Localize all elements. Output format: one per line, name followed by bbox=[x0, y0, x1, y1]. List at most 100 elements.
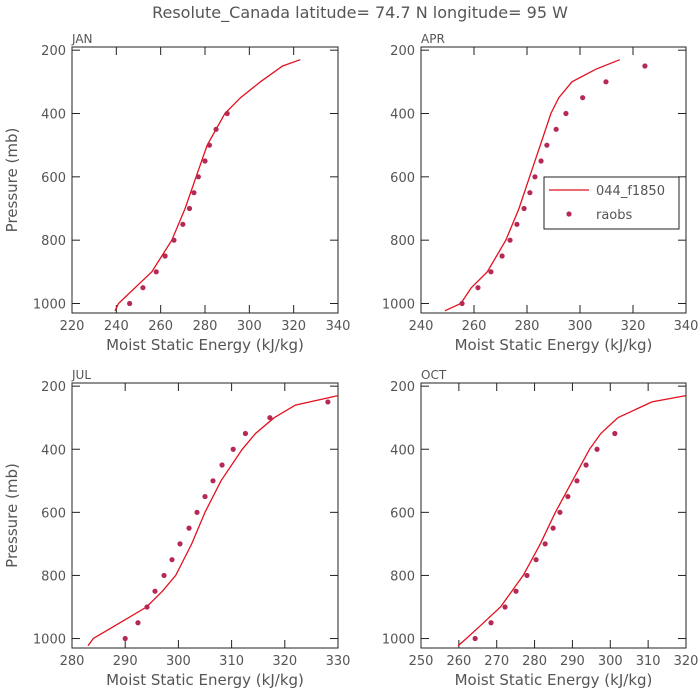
x-tick-label: 240 bbox=[104, 319, 129, 334]
obs-point bbox=[459, 300, 465, 307]
obs-point bbox=[230, 446, 236, 452]
obs-point bbox=[533, 557, 539, 563]
obs-point bbox=[594, 446, 600, 452]
x-tick-label: 260 bbox=[462, 319, 487, 334]
obs-point bbox=[153, 269, 159, 275]
obs-point bbox=[152, 588, 158, 594]
x-tick-label: 250 bbox=[409, 654, 434, 669]
obs-point bbox=[542, 541, 548, 547]
obs-point bbox=[135, 620, 141, 626]
y-tick-label: 1000 bbox=[382, 633, 415, 648]
y-tick-label: 1000 bbox=[33, 298, 66, 313]
x-axis-title: Moist Static Energy (kJ/kg) bbox=[455, 336, 653, 354]
obs-point bbox=[574, 478, 580, 484]
obs-point bbox=[527, 190, 533, 196]
x-tick-label: 220 bbox=[60, 319, 85, 334]
legend-label: 044_f1850 bbox=[596, 184, 665, 199]
obs-point bbox=[532, 174, 538, 180]
y-tick-label: 1000 bbox=[382, 298, 415, 313]
x-tick-label: 300 bbox=[166, 654, 191, 669]
obs-point bbox=[544, 142, 550, 148]
obs-point bbox=[502, 604, 508, 610]
y-tick-label: 600 bbox=[41, 171, 66, 186]
panel-label: JUL bbox=[71, 368, 91, 382]
plot-frame bbox=[71, 46, 339, 314]
model-line bbox=[114, 59, 301, 312]
obs-point bbox=[171, 237, 177, 243]
obs-point bbox=[642, 63, 648, 69]
obs-point bbox=[514, 221, 520, 227]
panel-label: OCT bbox=[421, 368, 447, 382]
model-line bbox=[87, 394, 339, 647]
obs-point bbox=[521, 205, 527, 212]
panel: JAN 220 240 260 280 300 320 340 200 400 600 800 1000… bbox=[3, 32, 350, 354]
legend-box bbox=[543, 176, 680, 230]
panel-label: APR bbox=[421, 32, 445, 46]
y-tick-label: 400 bbox=[390, 108, 415, 123]
obs-point bbox=[210, 478, 216, 484]
obs-point bbox=[524, 572, 530, 579]
y-tick-label: 600 bbox=[390, 171, 415, 186]
obs-point bbox=[219, 462, 225, 468]
legend-swatch bbox=[566, 211, 572, 217]
obs-point bbox=[538, 158, 544, 164]
x-tick-label: 280 bbox=[522, 654, 547, 669]
model-line bbox=[457, 394, 687, 647]
obs-point bbox=[267, 415, 273, 421]
x-axis-title: Moist Static Energy (kJ/kg) bbox=[106, 336, 304, 354]
obs-point bbox=[550, 525, 556, 531]
obs-point bbox=[488, 620, 494, 626]
obs-point bbox=[563, 110, 569, 117]
x-tick-label: 320 bbox=[272, 654, 297, 669]
obs-point bbox=[144, 604, 150, 610]
obs-point bbox=[195, 174, 201, 180]
x-tick-label: 280 bbox=[193, 319, 218, 334]
y-tick-label: 200 bbox=[390, 44, 415, 59]
x-tick-label: 310 bbox=[219, 654, 244, 669]
y-tick-label: 200 bbox=[390, 380, 415, 395]
x-tick-label: 310 bbox=[636, 654, 661, 669]
x-tick-label: 300 bbox=[598, 654, 623, 669]
y-tick-label: 600 bbox=[41, 506, 66, 521]
obs-point bbox=[507, 237, 513, 243]
obs-point bbox=[513, 588, 519, 594]
obs-point bbox=[162, 253, 168, 259]
x-tick-label: 240 bbox=[409, 319, 434, 334]
y-tick-label: 800 bbox=[41, 234, 66, 249]
obs-point bbox=[186, 525, 192, 531]
obs-point bbox=[169, 557, 175, 563]
obs-point bbox=[180, 221, 186, 227]
obs-point bbox=[177, 541, 183, 547]
x-tick-label: 320 bbox=[674, 654, 699, 669]
obs-point bbox=[127, 300, 133, 307]
x-tick-label: 260 bbox=[446, 654, 471, 669]
obs-point bbox=[565, 493, 571, 500]
y-tick-label: 800 bbox=[41, 569, 66, 584]
obs-point bbox=[194, 509, 200, 515]
x-tick-label: 340 bbox=[326, 319, 351, 334]
panel: JUL 280 290 300 310 320 330 200 400 600 800 1000 Moi… bbox=[3, 368, 350, 689]
obs-point bbox=[499, 253, 505, 259]
plot-frame bbox=[71, 382, 339, 649]
x-tick-label: 320 bbox=[281, 319, 306, 334]
obs-point bbox=[202, 493, 208, 500]
y-tick-label: 1000 bbox=[33, 633, 66, 648]
obs-point bbox=[580, 95, 586, 101]
panel-label: JAN bbox=[71, 32, 93, 46]
obs-point bbox=[557, 509, 563, 515]
legend-label: raobs bbox=[596, 208, 633, 223]
plot-frame bbox=[420, 46, 687, 314]
x-tick-label: 290 bbox=[560, 654, 585, 669]
y-tick-label: 600 bbox=[390, 506, 415, 521]
y-tick-label: 200 bbox=[41, 44, 66, 59]
y-axis-title: Pressure (mb) bbox=[3, 463, 21, 568]
x-tick-label: 280 bbox=[60, 654, 85, 669]
x-tick-label: 300 bbox=[568, 319, 593, 334]
obs-point bbox=[122, 635, 128, 642]
obs-point bbox=[213, 126, 219, 132]
x-tick-label: 290 bbox=[113, 654, 138, 669]
y-axis-title: Pressure (mb) bbox=[3, 128, 21, 233]
obs-point bbox=[488, 269, 494, 275]
panel: APR 240 260 280 300 320 340 200 400 600 800 1000 Moi… bbox=[382, 32, 699, 354]
